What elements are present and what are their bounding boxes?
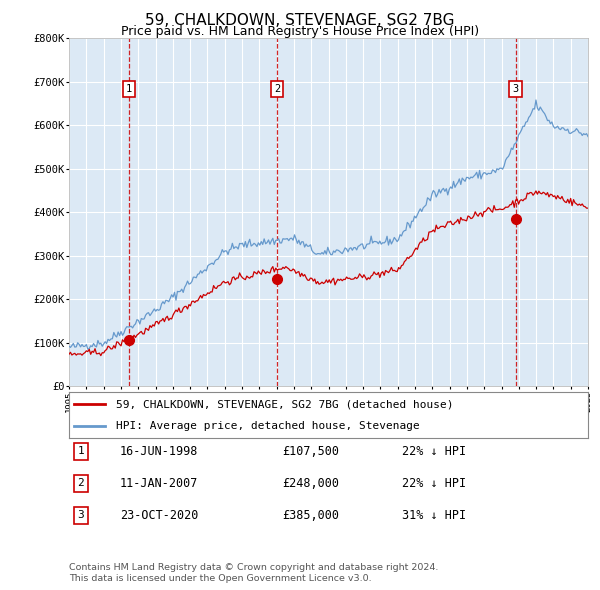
Text: £385,000: £385,000 bbox=[282, 509, 339, 522]
Text: 16-JUN-1998: 16-JUN-1998 bbox=[120, 445, 199, 458]
Text: 1: 1 bbox=[77, 447, 85, 456]
Text: 59, CHALKDOWN, STEVENAGE, SG2 7BG (detached house): 59, CHALKDOWN, STEVENAGE, SG2 7BG (detac… bbox=[116, 399, 453, 409]
Text: 3: 3 bbox=[77, 510, 85, 520]
Text: 2: 2 bbox=[274, 84, 280, 94]
Text: 31% ↓ HPI: 31% ↓ HPI bbox=[402, 509, 466, 522]
Text: 22% ↓ HPI: 22% ↓ HPI bbox=[402, 477, 466, 490]
Text: Contains HM Land Registry data © Crown copyright and database right 2024.
This d: Contains HM Land Registry data © Crown c… bbox=[69, 563, 439, 583]
Text: 3: 3 bbox=[512, 84, 518, 94]
Text: 22% ↓ HPI: 22% ↓ HPI bbox=[402, 445, 466, 458]
Text: 59, CHALKDOWN, STEVENAGE, SG2 7BG: 59, CHALKDOWN, STEVENAGE, SG2 7BG bbox=[145, 13, 455, 28]
Text: 2: 2 bbox=[77, 478, 85, 488]
Text: £107,500: £107,500 bbox=[282, 445, 339, 458]
Text: 23-OCT-2020: 23-OCT-2020 bbox=[120, 509, 199, 522]
Text: HPI: Average price, detached house, Stevenage: HPI: Average price, detached house, Stev… bbox=[116, 421, 419, 431]
Text: £248,000: £248,000 bbox=[282, 477, 339, 490]
Text: Price paid vs. HM Land Registry's House Price Index (HPI): Price paid vs. HM Land Registry's House … bbox=[121, 25, 479, 38]
Text: 11-JAN-2007: 11-JAN-2007 bbox=[120, 477, 199, 490]
Text: 1: 1 bbox=[125, 84, 132, 94]
